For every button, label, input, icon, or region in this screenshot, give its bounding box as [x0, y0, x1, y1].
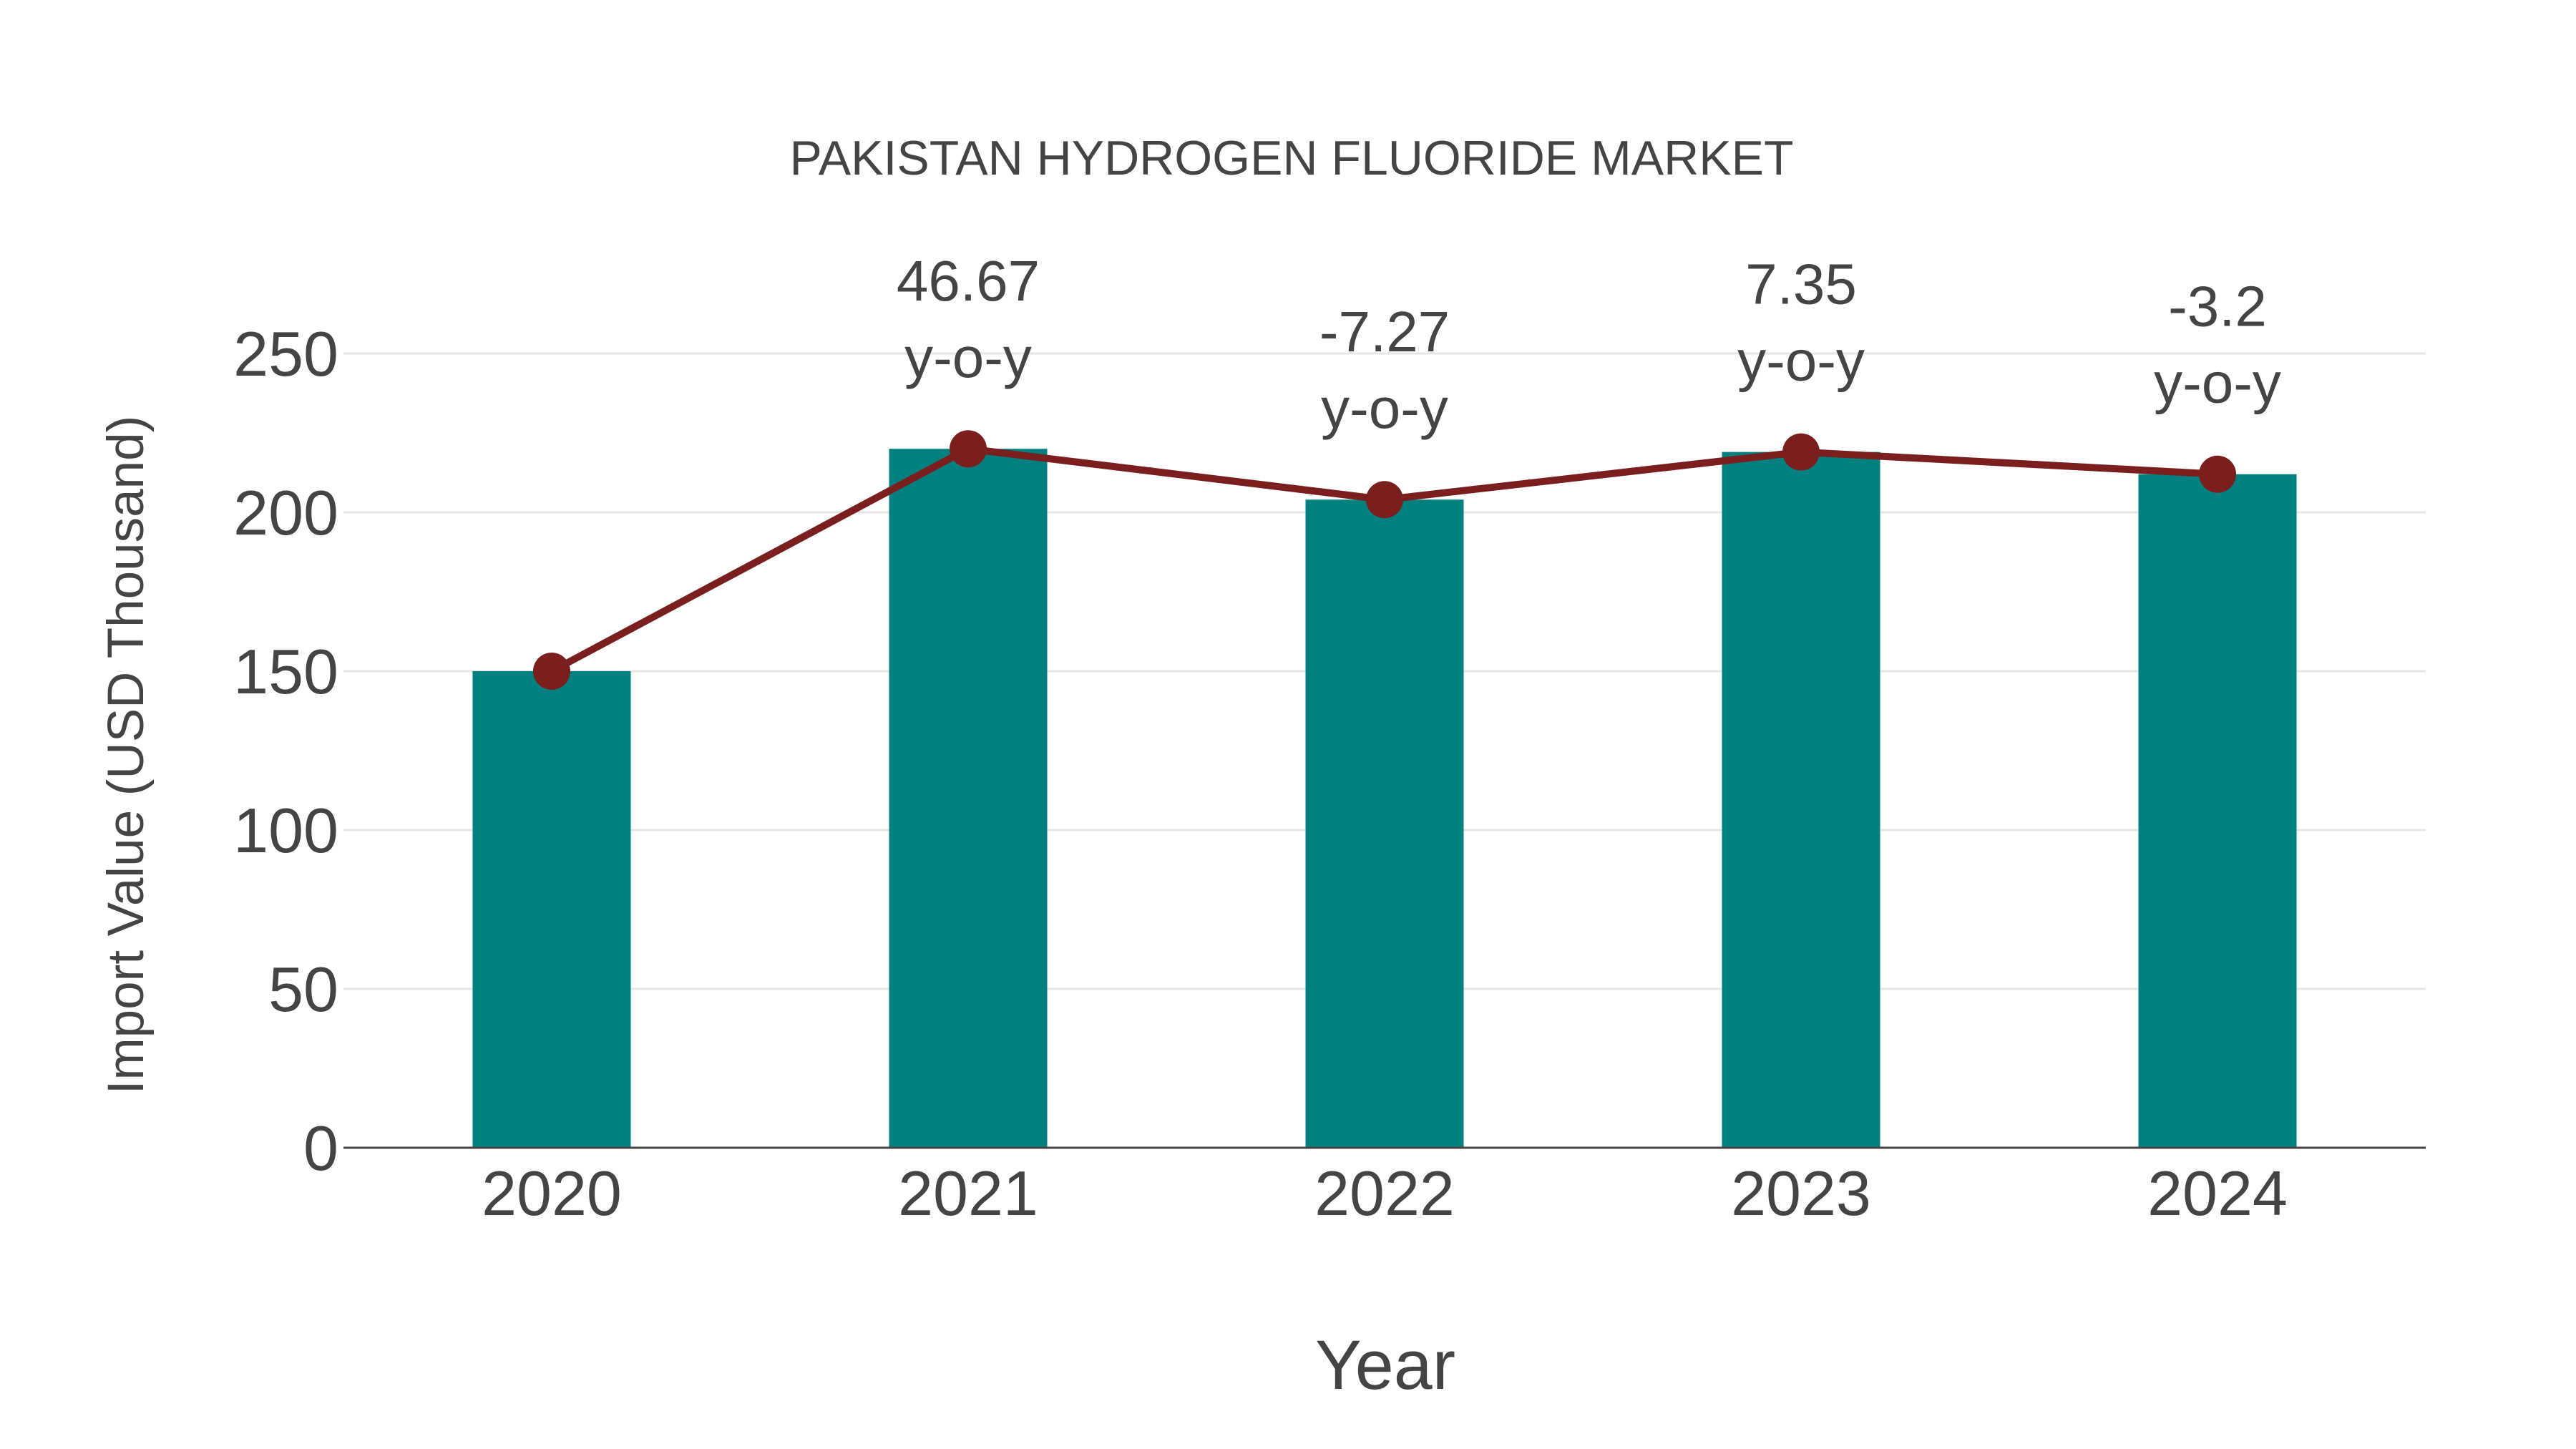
x-tick-label: 2020: [482, 1158, 622, 1229]
bar-2024[interactable]: [2138, 474, 2297, 1148]
bar-2023[interactable]: [1722, 452, 1880, 1148]
yoy-value: 7.35: [1745, 253, 1857, 316]
x-tick-label: 2024: [2147, 1158, 2288, 1229]
chart-title: PAKISTAN HYDROGEN FLUORIDE MARKET: [790, 131, 1794, 185]
yoy-label: y-o-y: [1737, 329, 1865, 393]
yoy-label: y-o-y: [2154, 351, 2281, 415]
bar-2022[interactable]: [1305, 499, 1464, 1148]
y-tick-label: 0: [303, 1113, 338, 1184]
y-axis-ticks: 0 50 100 150 200 250: [233, 318, 338, 1184]
y-tick-label: 100: [233, 795, 338, 866]
line-marker-2020[interactable]: [533, 653, 570, 690]
y-tick-label: 150: [233, 636, 338, 707]
x-tick-label: 2023: [1731, 1158, 1871, 1229]
bar-series: [472, 449, 2297, 1148]
line-marker-2021[interactable]: [950, 430, 987, 468]
bar-2020[interactable]: [472, 671, 631, 1148]
yoy-value: -7.27: [1319, 300, 1450, 364]
line-series: [533, 430, 2236, 690]
y-tick-label: 50: [268, 954, 338, 1025]
line-marker-2023[interactable]: [1782, 433, 1820, 471]
y-tick-label: 200: [233, 477, 338, 548]
yoy-label: y-o-y: [904, 326, 1032, 389]
yoy-annotations: 46.67 y-o-y -7.27 y-o-y 7.35 y-o-y -3.2 y-o-y: [897, 249, 2281, 440]
yoy-value: -3.2: [2168, 275, 2267, 338]
y-axis-title: Import Value (USD Thousand): [98, 416, 155, 1094]
line-marker-2024[interactable]: [2199, 455, 2236, 493]
yoy-value: 46.67: [897, 249, 1040, 313]
x-tick-label: 2021: [898, 1158, 1038, 1229]
line-marker-2022[interactable]: [1366, 481, 1403, 519]
x-tick-label: 2022: [1314, 1158, 1455, 1229]
bar-2021[interactable]: [889, 449, 1048, 1148]
x-axis-ticks: 2020 2021 2022 2023 2024: [482, 1158, 2288, 1229]
yoy-label: y-o-y: [1321, 376, 1448, 440]
x-axis-title: Year: [1315, 1326, 1455, 1404]
y-tick-label: 250: [233, 318, 338, 389]
